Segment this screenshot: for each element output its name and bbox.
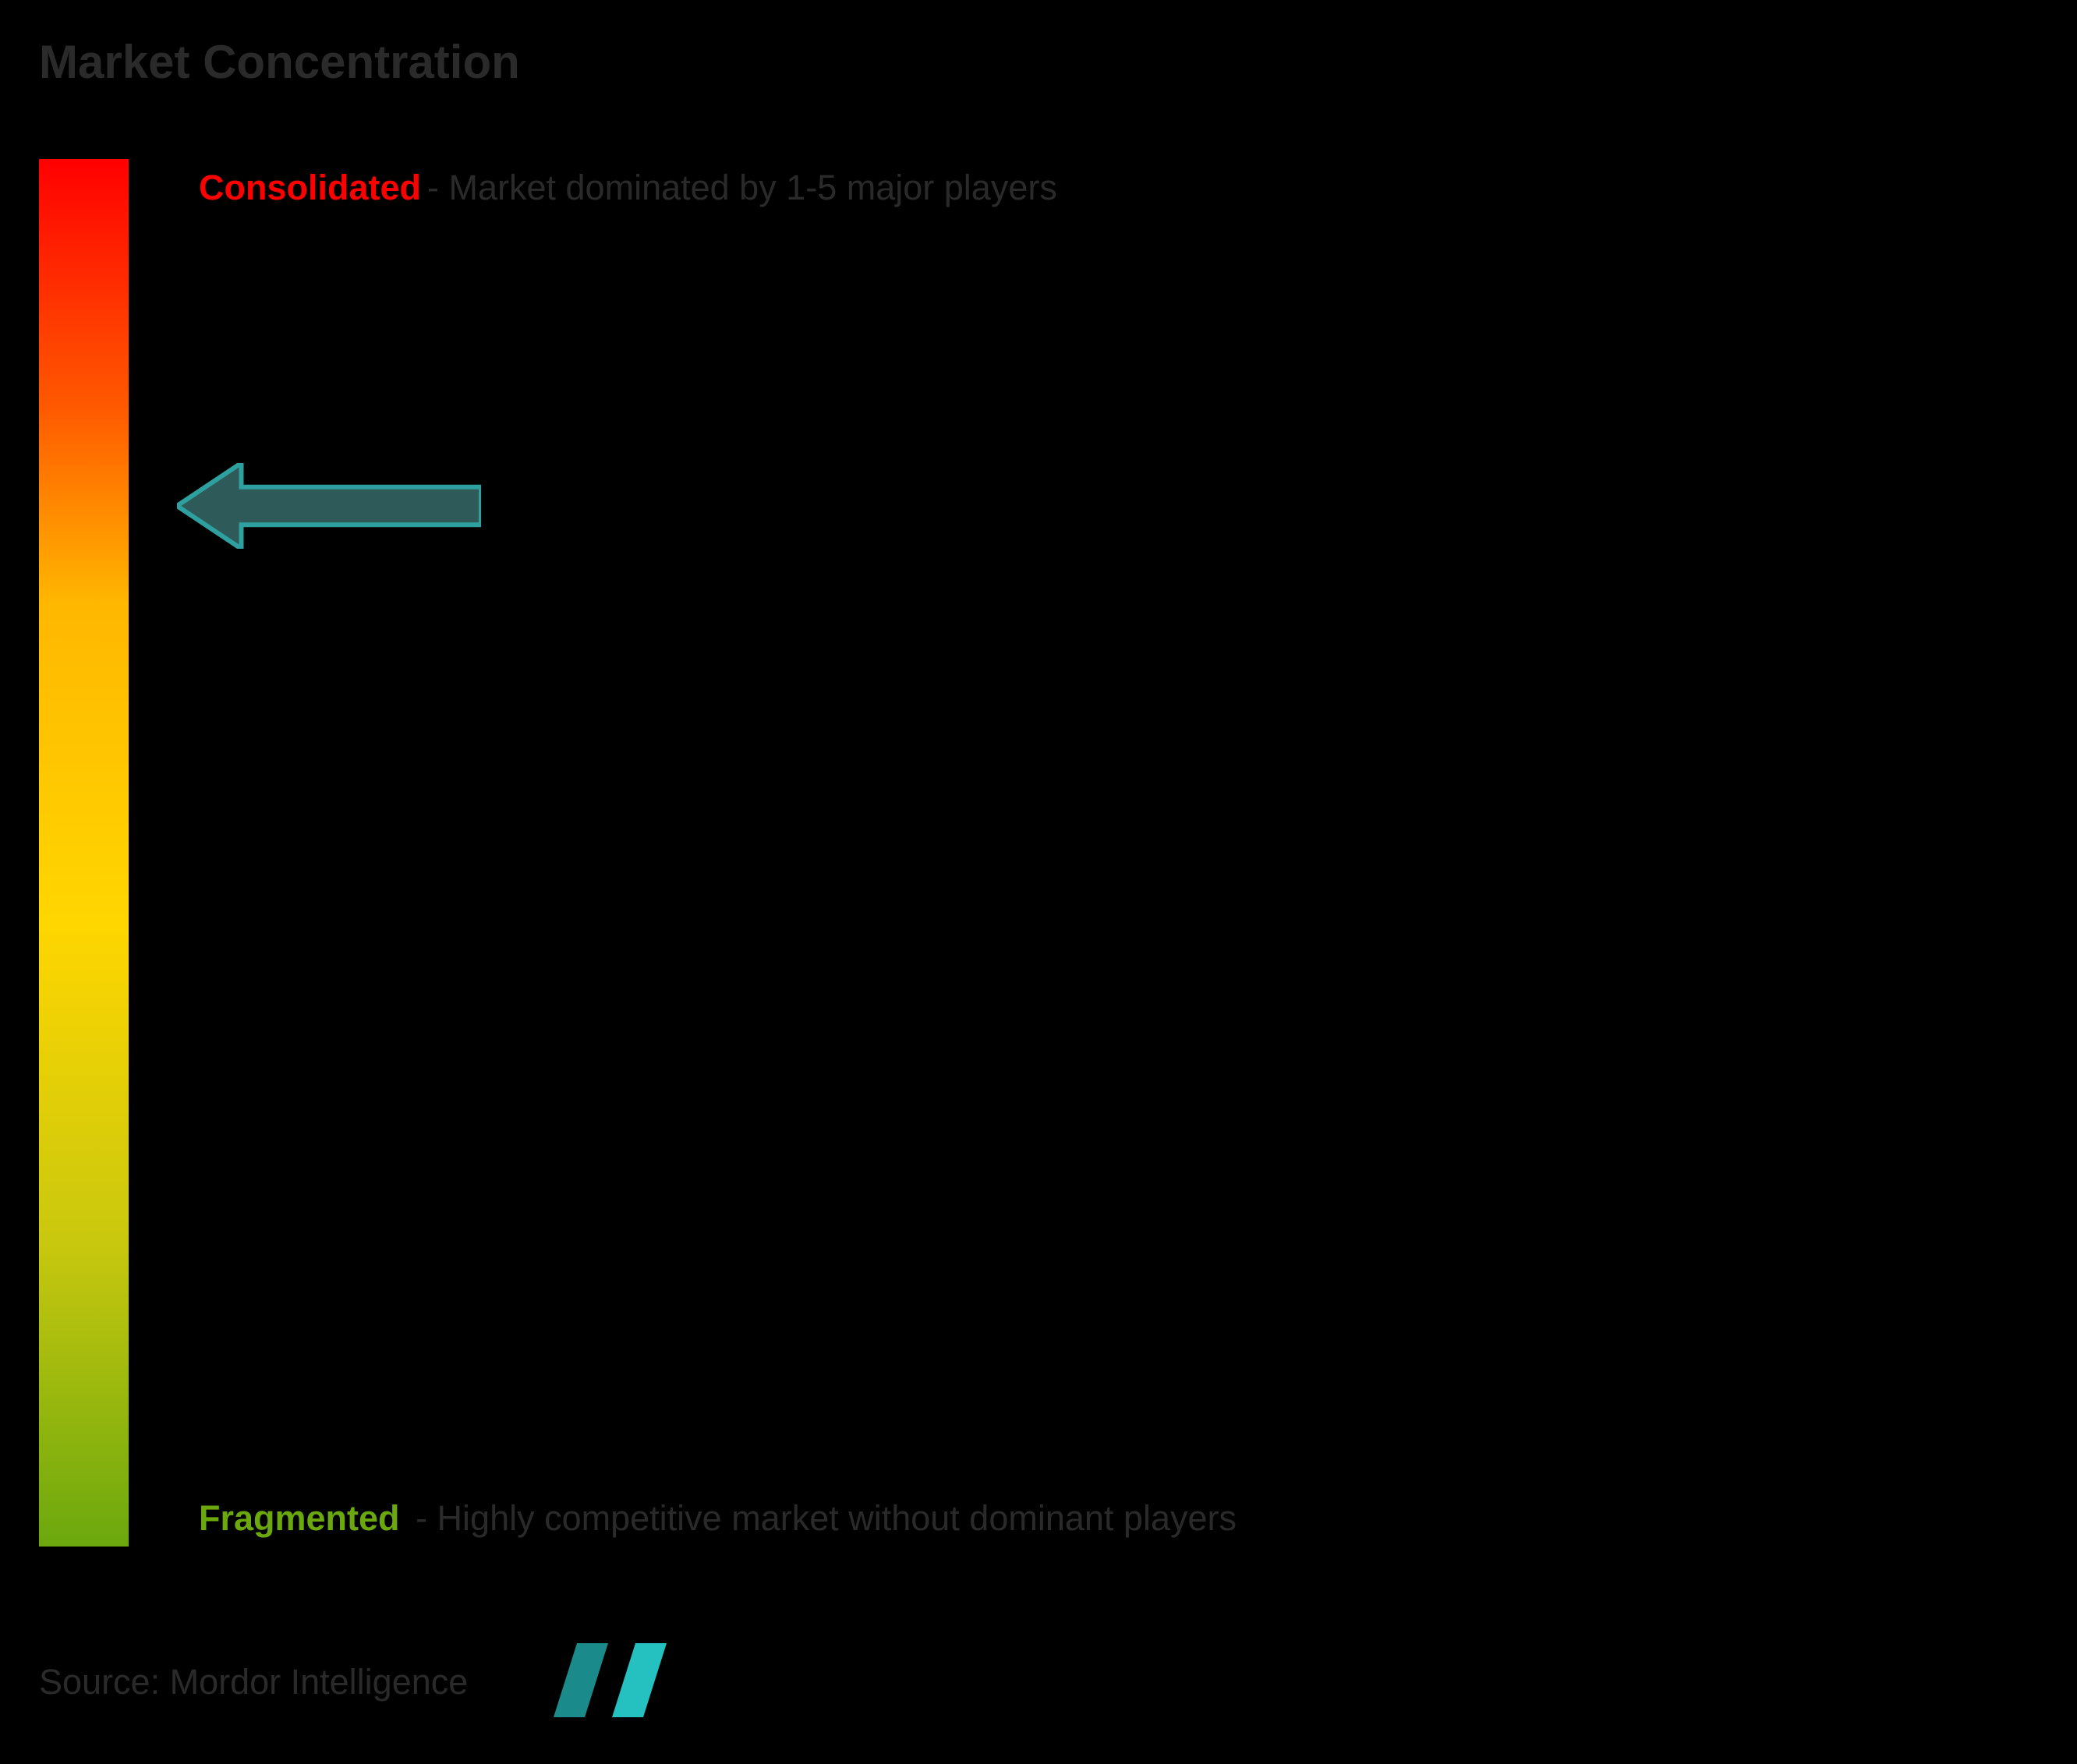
mordor-logo-icon — [554, 1643, 671, 1721]
position-indicator-arrow — [177, 463, 481, 553]
fragmented-key: Fragmented — [199, 1498, 400, 1538]
consolidated-desc: - Market dominated by 1-5 major players — [427, 163, 1057, 212]
source-attribution: Source: Mordor Intelligence — [39, 1662, 468, 1702]
panel-title: Market Concentration — [39, 35, 2038, 89]
fragmented-label: Fragmented - Highly competitive market w… — [199, 1486, 1237, 1550]
footer: Source: Mordor Intelligence — [39, 1643, 671, 1721]
market-concentration-panel: Market Concentration Consolidated - Mark… — [0, 0, 2077, 1764]
concentration-gradient-bar — [39, 159, 129, 1547]
consolidated-label: Consolidated - Market dominated by 1-5 m… — [199, 163, 1057, 212]
content-area: Consolidated - Market dominated by 1-5 m… — [39, 159, 2038, 1562]
fragmented-desc: - Highly competitive market without domi… — [416, 1498, 1237, 1538]
labels-area: Consolidated - Market dominated by 1-5 m… — [199, 159, 2038, 1562]
consolidated-key: Consolidated — [199, 163, 421, 212]
